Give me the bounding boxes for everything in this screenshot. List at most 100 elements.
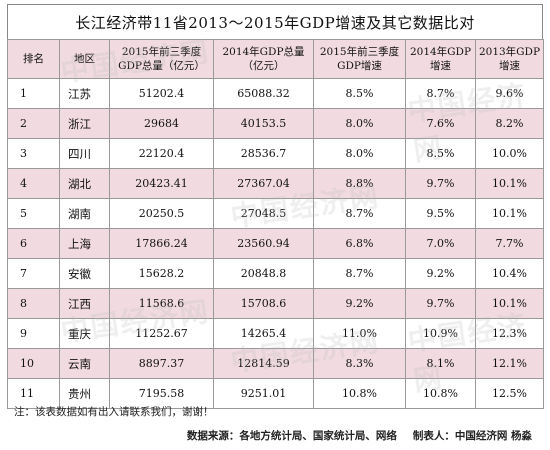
cell-gdp-2014: 14265.4	[213, 318, 314, 349]
cell-growth-2014: 9.2%	[405, 258, 476, 289]
header-region: 地区	[59, 39, 110, 79]
cell-gdp-2014: 40153.5	[213, 108, 314, 139]
cell-rank: 4	[7, 168, 60, 199]
cell-q3-2015-gdp: 15628.2	[109, 258, 214, 289]
cell-growth-2013: 10.1%	[475, 288, 544, 319]
cell-q3-2015-growth: 10.8%	[313, 378, 406, 409]
cell-rank: 7	[7, 258, 60, 289]
cell-q3-2015-growth: 6.8%	[313, 228, 406, 259]
cell-growth-2013: 8.2%	[475, 108, 544, 139]
cell-growth-2013: 10.0%	[475, 138, 544, 169]
cell-region: 浙江	[59, 108, 110, 139]
table-row: 2 浙江 29684 40153.5 8.0% 7.6% 8.2%	[7, 108, 544, 139]
gdp-comparison-table: 排名 地区 2015年前三季度GDP总量（亿元） 2014年GDP总量（亿元） …	[7, 39, 544, 409]
cell-q3-2015-gdp: 11568.6	[109, 288, 214, 319]
cell-q3-2015-gdp: 22120.4	[109, 138, 214, 169]
author-text: 制表人：中国经济网 杨淼	[412, 430, 532, 442]
cell-region: 湖南	[59, 198, 110, 229]
cell-q3-2015-gdp: 17866.24	[109, 228, 214, 259]
table-title: 长江经济带11省2013～2015年GDP增速及其它数据比对	[7, 4, 543, 39]
cell-q3-2015-gdp: 8897.37	[109, 348, 214, 379]
table-row: 11 贵州 7195.58 9251.01 10.8% 10.8% 12.5%	[7, 378, 544, 409]
cell-region: 江苏	[59, 78, 110, 109]
cell-growth-2014: 8.5%	[405, 138, 476, 169]
cell-growth-2013: 10.4%	[475, 258, 544, 289]
cell-gdp-2014: 65088.32	[213, 78, 314, 109]
cell-q3-2015-growth: 8.0%	[313, 138, 406, 169]
cell-rank: 9	[7, 318, 60, 349]
cell-rank: 3	[7, 138, 60, 169]
cell-gdp-2014: 28536.7	[213, 138, 314, 169]
table-row: 7 安徽 15628.2 20848.8 8.7% 9.2% 10.4%	[7, 258, 544, 289]
table-row: 9 重庆 11252.67 14265.4 11.0% 10.9% 12.3%	[7, 318, 544, 349]
cell-region: 湖北	[59, 168, 110, 199]
cell-q3-2015-gdp: 29684	[109, 108, 214, 139]
cell-region: 安徽	[59, 258, 110, 289]
cell-region: 重庆	[59, 318, 110, 349]
cell-growth-2013: 12.5%	[475, 378, 544, 409]
cell-growth-2013: 7.7%	[475, 228, 544, 259]
cell-q3-2015-growth: 11.0%	[313, 318, 406, 349]
table-row: 1 江苏 51202.4 65088.32 8.5% 8.7% 9.6%	[7, 78, 544, 109]
cell-growth-2014: 10.9%	[405, 318, 476, 349]
header-2013-growth: 2013年GDP增速	[475, 39, 544, 79]
table-row: 5 湖南 20250.5 27048.5 8.7% 9.5% 10.1%	[7, 198, 544, 229]
cell-gdp-2014: 27048.5	[213, 198, 314, 229]
cell-rank: 6	[7, 228, 60, 259]
header-2015q3-gdp: 2015年前三季度GDP总量（亿元）	[109, 39, 214, 79]
cell-q3-2015-gdp: 51202.4	[109, 78, 214, 109]
cell-region: 江西	[59, 288, 110, 319]
table-row: 3 四川 22120.4 28536.7 8.0% 8.5% 10.0%	[7, 138, 544, 169]
cell-growth-2013: 9.6%	[475, 78, 544, 109]
cell-growth-2014: 10.8%	[405, 378, 476, 409]
table-body: 1 江苏 51202.4 65088.32 8.5% 8.7% 9.6% 2 浙江 29684 40…	[7, 78, 544, 409]
header-rank: 排名	[7, 39, 60, 79]
cell-growth-2014: 7.0%	[405, 228, 476, 259]
cell-region: 云南	[59, 348, 110, 379]
cell-rank: 5	[7, 198, 60, 229]
table-row: 8 江西 11568.6 15708.6 9.2% 9.7% 10.1%	[7, 288, 544, 319]
cell-q3-2015-growth: 8.5%	[313, 78, 406, 109]
header-2015q3-growth: 2015年前三季度GDP增速	[313, 39, 406, 79]
table-header-row: 排名 地区 2015年前三季度GDP总量（亿元） 2014年GDP总量（亿元） …	[7, 39, 544, 79]
cell-rank: 1	[7, 78, 60, 109]
cell-q3-2015-gdp: 20250.5	[109, 198, 214, 229]
cell-growth-2014: 9.7%	[405, 288, 476, 319]
cell-region: 四川	[59, 138, 110, 169]
cell-growth-2014: 7.6%	[405, 108, 476, 139]
cell-gdp-2014: 15708.6	[213, 288, 314, 319]
header-2014-gdp: 2014年GDP总量（亿元）	[213, 39, 314, 79]
cell-gdp-2014: 12814.59	[213, 348, 314, 379]
cell-rank: 10	[7, 348, 60, 379]
data-source-text: 数据来源：各地方统计局、国家统计局、网络	[186, 430, 397, 442]
data-table-sheet: 长江经济带11省2013～2015年GDP增速及其它数据比对 排名 地区 201…	[7, 4, 544, 409]
table-row: 6 上海 17866.24 23560.94 6.8% 7.0% 7.7%	[7, 228, 544, 259]
cell-rank: 11	[7, 378, 60, 409]
cell-q3-2015-growth: 8.3%	[313, 348, 406, 379]
cell-gdp-2014: 27367.04	[213, 168, 314, 199]
table-row: 4 湖北 20423.41 27367.04 8.8% 9.7% 10.1%	[7, 168, 544, 199]
cell-q3-2015-growth: 8.8%	[313, 168, 406, 199]
cell-q3-2015-growth: 8.0%	[313, 108, 406, 139]
cell-growth-2014: 8.7%	[405, 78, 476, 109]
cell-region: 上海	[59, 228, 110, 259]
cell-q3-2015-gdp: 20423.41	[109, 168, 214, 199]
cell-growth-2013: 10.1%	[475, 198, 544, 229]
cell-gdp-2014: 20848.8	[213, 258, 314, 289]
cell-rank: 2	[7, 108, 60, 139]
cell-q3-2015-gdp: 11252.67	[109, 318, 214, 349]
cell-gdp-2014: 23560.94	[213, 228, 314, 259]
cell-q3-2015-gdp: 7195.58	[109, 378, 214, 409]
cell-q3-2015-growth: 8.7%	[313, 198, 406, 229]
cell-growth-2013: 12.3%	[475, 318, 544, 349]
cell-q3-2015-growth: 9.2%	[313, 288, 406, 319]
cell-rank: 8	[7, 288, 60, 319]
cell-gdp-2014: 9251.01	[213, 378, 314, 409]
footnote: 注：该表数据如有出入请联系我们，谢谢！	[14, 406, 214, 418]
cell-growth-2013: 12.1%	[475, 348, 544, 379]
cell-growth-2013: 10.1%	[475, 168, 544, 199]
cell-growth-2014: 9.7%	[405, 168, 476, 199]
table-row: 10 云南 8897.37 12814.59 8.3% 8.1% 12.1%	[7, 348, 544, 379]
header-2014-growth: 2014年GDP增速	[405, 39, 476, 79]
cell-growth-2014: 8.1%	[405, 348, 476, 379]
